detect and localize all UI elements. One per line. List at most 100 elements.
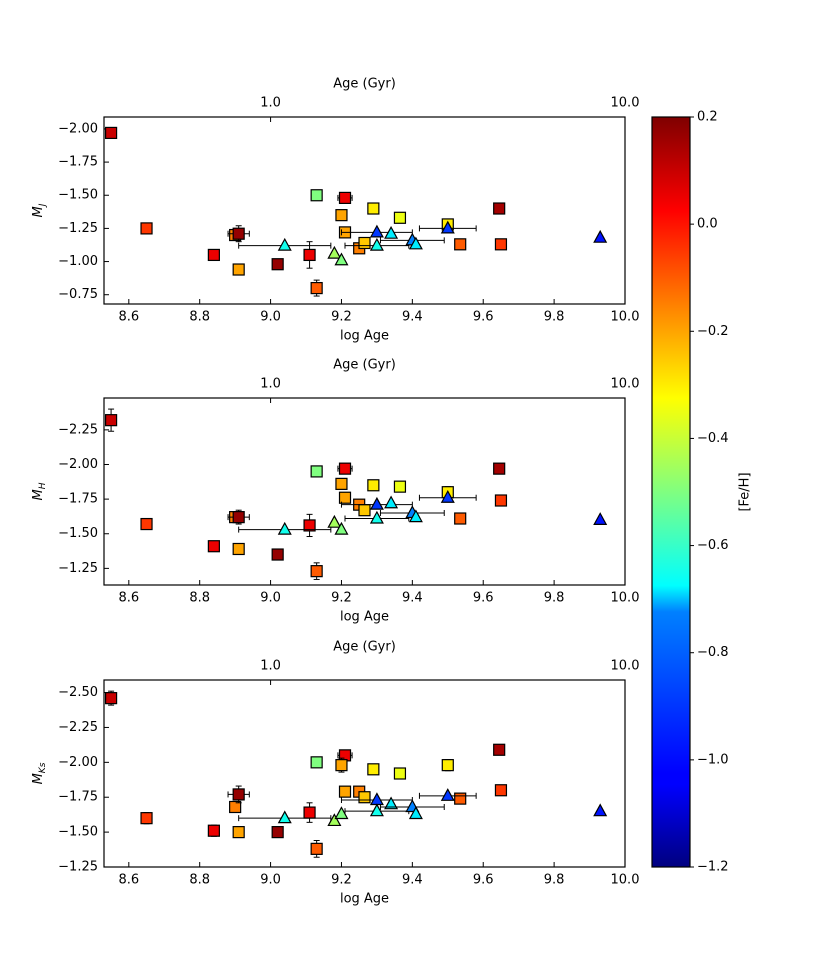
y-tick-label: −1.00 — [58, 254, 98, 269]
square-point — [232, 263, 245, 276]
square-point — [338, 491, 352, 504]
y-tick-label: −1.50 — [58, 188, 98, 203]
colorbar-tick-label: −0.2 — [697, 324, 729, 339]
y-tick-label: −0.75 — [58, 287, 98, 302]
x2-axis-label: Age (Gyr) — [333, 77, 396, 92]
x-tick-label: 9.8 — [544, 591, 565, 606]
square-point — [441, 759, 454, 772]
triangle-point — [327, 514, 342, 528]
y-tick-label: −1.25 — [58, 561, 98, 576]
x-tick-label: 9.4 — [402, 591, 423, 606]
square-point — [232, 511, 245, 524]
x2-tick-label: 1.0 — [260, 96, 281, 111]
triangle-point — [369, 792, 384, 806]
triangle-point — [327, 813, 342, 827]
x-axis-label: log Age — [340, 329, 389, 344]
y-tick-label: −1.50 — [58, 526, 98, 541]
square-point — [494, 784, 508, 797]
colorbar-tick-label: −1.2 — [697, 860, 729, 875]
x-tick-label: 10.0 — [611, 310, 640, 325]
square-point — [229, 800, 242, 814]
triangle-point — [593, 229, 608, 243]
x-tick-label: 9.6 — [473, 873, 494, 888]
triangle-point — [593, 803, 608, 817]
colorbar-tick-label: −1.0 — [697, 752, 729, 767]
x2-tick-label: 1.0 — [260, 659, 281, 674]
square-point — [338, 785, 352, 798]
triangle-point — [334, 252, 349, 266]
y-axis-label: MH — [31, 482, 48, 500]
triangle-point — [334, 521, 349, 535]
triangle-point — [277, 521, 292, 535]
square-point — [207, 540, 220, 553]
triangle-point — [593, 512, 608, 525]
plot-frame — [103, 679, 626, 868]
colorbar-tick-label: −0.4 — [697, 431, 729, 446]
colorbar-label: [Fe/H] — [738, 472, 753, 511]
square-point — [454, 512, 467, 525]
x-tick-label: 8.6 — [118, 873, 139, 888]
y-label-base: M — [31, 489, 46, 500]
triangle-point — [384, 796, 399, 810]
square-point — [140, 812, 153, 825]
y-tick-label: −1.75 — [58, 790, 98, 805]
x-tick-label: 8.8 — [189, 591, 210, 606]
square-point — [335, 209, 348, 222]
triangle-point — [408, 236, 423, 250]
y-label-sub: Ks — [38, 762, 48, 773]
y-tick-label: −1.75 — [58, 492, 98, 507]
square-point — [393, 211, 407, 224]
triangle-point — [369, 224, 384, 238]
x-axis-label: log Age — [340, 610, 389, 625]
y-tick-label: −2.00 — [58, 121, 98, 136]
x-tick-label: 9.2 — [331, 310, 352, 325]
x-tick-label: 8.6 — [118, 310, 139, 325]
x2-tick-label: 10.0 — [611, 377, 640, 392]
x2-tick-label: 10.0 — [611, 96, 640, 111]
y-label-sub: H — [38, 482, 48, 489]
x-tick-label: 9.6 — [473, 591, 494, 606]
square-point — [393, 480, 407, 493]
x-tick-label: 9.8 — [544, 310, 565, 325]
square-point — [493, 462, 506, 475]
colorbar-tick-label: −0.8 — [697, 645, 729, 660]
colorbar — [651, 116, 691, 868]
triangle-point — [384, 495, 399, 509]
square-point — [493, 743, 506, 756]
x-tick-label: 9.0 — [260, 310, 281, 325]
y-tick-label: −2.50 — [58, 685, 98, 700]
square-point — [232, 227, 245, 240]
square-point — [367, 479, 380, 492]
x2-axis-label: Age (Gyr) — [333, 358, 396, 373]
colorbar-tick-label: 0.0 — [697, 217, 718, 232]
square-point — [493, 202, 506, 215]
plot-frame — [103, 116, 626, 305]
triangle-point — [369, 803, 384, 817]
square-point — [358, 791, 371, 804]
square-point — [104, 414, 118, 427]
square-point — [271, 258, 284, 271]
square-point — [494, 494, 508, 507]
triangle-point — [384, 225, 399, 239]
x-tick-label: 9.0 — [260, 873, 281, 888]
y-label-base: M — [31, 206, 46, 217]
x2-tick-label: 1.0 — [260, 377, 281, 392]
triangle-point — [369, 496, 384, 510]
y-tick-label: −1.75 — [58, 155, 98, 170]
colorbar-tick-label: 0.2 — [697, 110, 718, 125]
y-tick-label: −1.25 — [58, 860, 98, 875]
square-point — [232, 826, 245, 839]
x-tick-label: 9.4 — [402, 873, 423, 888]
x-tick-label: 10.0 — [611, 591, 640, 606]
square-point — [393, 767, 407, 780]
square-point — [454, 238, 467, 251]
x-tick-label: 9.0 — [260, 591, 281, 606]
y-tick-label: −2.00 — [58, 457, 98, 472]
x-tick-label: 9.4 — [402, 310, 423, 325]
x-tick-label: 9.2 — [331, 591, 352, 606]
square-point — [303, 248, 316, 262]
square-point — [303, 519, 316, 532]
y-axis-label: MKs — [31, 762, 48, 784]
square-point — [271, 826, 284, 839]
y-tick-label: −2.25 — [58, 720, 98, 735]
